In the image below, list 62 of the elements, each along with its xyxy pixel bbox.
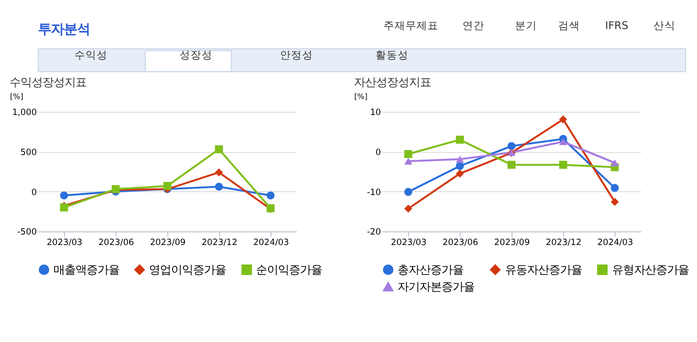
text: 수익성 bbox=[74, 50, 108, 62]
y-tick-label: 0 bbox=[31, 188, 37, 198]
legend-label: 영업이익증가율 bbox=[149, 262, 226, 277]
y-tick-label: 1,000 bbox=[12, 108, 37, 118]
text: 주재무제표 bbox=[384, 20, 439, 32]
x-tick-label: 2023/12 bbox=[546, 238, 582, 248]
legend-label: 자기자본증가율 bbox=[398, 280, 475, 294]
text: 활동성 bbox=[376, 50, 409, 62]
point bbox=[456, 156, 464, 163]
point bbox=[404, 204, 412, 213]
point bbox=[404, 188, 412, 196]
point bbox=[456, 136, 464, 144]
x-tick-label: 2023/12 bbox=[202, 238, 238, 248]
point bbox=[559, 160, 568, 169]
x-tick-label: 2024/03 bbox=[597, 238, 634, 248]
x-tick-label: 2023/09 bbox=[150, 238, 186, 248]
point bbox=[456, 162, 464, 170]
text: 안정성 bbox=[280, 50, 313, 62]
legend-label: 유형자산증가율 bbox=[612, 262, 689, 277]
y-axis-title: [%] bbox=[10, 92, 24, 101]
text: 분기 bbox=[514, 20, 537, 32]
point bbox=[214, 168, 223, 176]
point bbox=[266, 191, 275, 200]
text: 검색 bbox=[558, 20, 580, 32]
text: 연간 bbox=[462, 20, 484, 32]
point bbox=[404, 150, 412, 158]
text: 산식 bbox=[653, 20, 676, 32]
y-axis-title: [%] bbox=[354, 92, 368, 101]
chart-title: 자산성장성지표 bbox=[354, 75, 431, 90]
point bbox=[610, 198, 619, 206]
x-tick-label: 2023/06 bbox=[98, 238, 134, 248]
y-tick-label: 500 bbox=[20, 148, 37, 158]
y-tick-label: -20 bbox=[366, 228, 382, 238]
point bbox=[610, 159, 619, 166]
point bbox=[508, 142, 516, 150]
x-tick-label: 2023/03 bbox=[46, 238, 82, 248]
y-tick-label: -500 bbox=[17, 228, 37, 238]
x-tick-label: 2024/03 bbox=[253, 238, 289, 248]
point bbox=[214, 145, 223, 154]
x-tick-label: 2023/09 bbox=[494, 238, 530, 248]
point bbox=[163, 182, 172, 190]
text: 투자분석 bbox=[38, 22, 90, 38]
y-tick-label: 0 bbox=[376, 148, 382, 158]
point bbox=[610, 184, 619, 192]
text: 성장성 bbox=[180, 50, 212, 62]
point bbox=[508, 160, 516, 169]
point bbox=[60, 191, 68, 200]
legend-label: 유동자산증가율 bbox=[504, 262, 582, 277]
x-tick-label: 2023/06 bbox=[442, 238, 478, 248]
legend-label: 총자산증가율 bbox=[398, 262, 464, 277]
legend-label: 순이익증가율 bbox=[256, 262, 322, 277]
y-tick-label: 10 bbox=[370, 108, 382, 118]
point bbox=[559, 138, 568, 146]
chart-title: 수익성장성지표 bbox=[10, 75, 87, 90]
legend-label: 매출액증가율 bbox=[54, 262, 120, 277]
y-tick-label: -10 bbox=[366, 188, 382, 198]
point bbox=[456, 170, 464, 178]
text: IFRS bbox=[605, 20, 629, 32]
point bbox=[559, 115, 568, 124]
x-tick-label: 2023/03 bbox=[390, 238, 427, 248]
point bbox=[404, 158, 412, 165]
point bbox=[214, 182, 223, 191]
